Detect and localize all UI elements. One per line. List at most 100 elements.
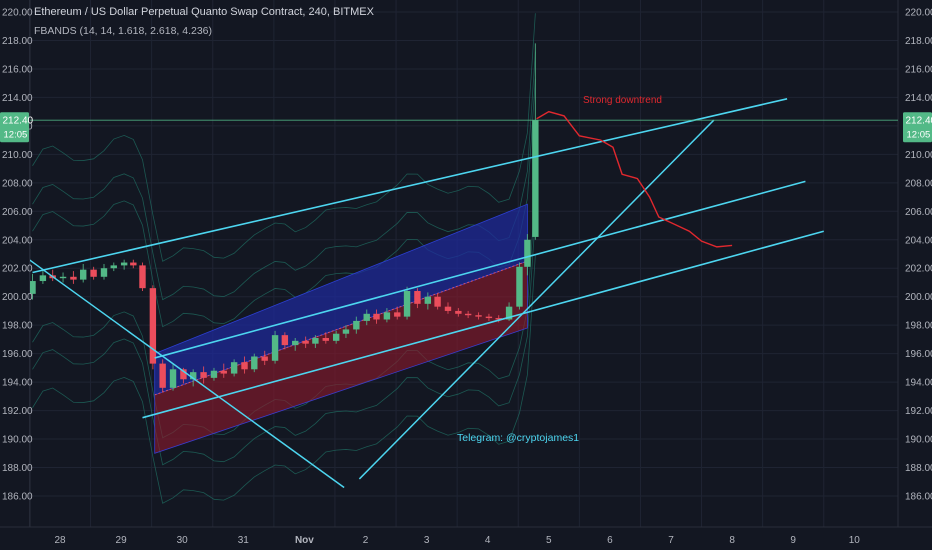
fbands-line [32, 51, 536, 301]
candle-body [230, 362, 238, 374]
annotation-telegram: Telegram: @cryptojames1 [457, 432, 579, 444]
candle [90, 266, 97, 280]
y-tick-label-left: 186.00 [2, 492, 33, 503]
price-tag-bg [903, 112, 932, 143]
y-tick-label-left: 214.00 [2, 93, 33, 104]
candle [495, 315, 502, 323]
channel-line [32, 98, 788, 274]
channel-line [142, 230, 824, 419]
y-tick-label-left: 202.00 [2, 264, 33, 275]
candle-body [394, 312, 401, 317]
candle-body [464, 313, 472, 316]
candle [424, 292, 432, 310]
x-tick-label: 9 [790, 535, 796, 546]
x-tick-label: 2 [363, 535, 369, 546]
y-tick-label-right: 210.00 [905, 150, 932, 161]
candle [210, 367, 218, 381]
candle-body [373, 313, 380, 320]
candle-body [312, 337, 319, 344]
candle [464, 310, 472, 319]
candle-body [455, 310, 462, 314]
candle [332, 330, 340, 344]
price-tag-countdown: 12:05 [4, 130, 28, 141]
y-tick-label-right: 202.00 [905, 264, 932, 275]
fbands-line [32, 255, 536, 504]
candle-body [292, 340, 299, 346]
y-tick-label-right: 214.00 [905, 93, 932, 104]
candle [524, 234, 531, 276]
y-tick-label-left: 208.00 [2, 178, 33, 189]
candle [383, 308, 391, 323]
y-tick-label-left: 192.00 [2, 406, 33, 417]
candle-body [80, 269, 87, 280]
candle [139, 262, 146, 292]
y-tick-label-left: 220.00 [2, 8, 33, 19]
y-tick-label-left: 210.00 [2, 150, 33, 161]
candle [251, 353, 258, 373]
y-tick-label-right: 186.00 [905, 492, 932, 503]
candle [130, 259, 137, 269]
trend-lines [30, 119, 715, 489]
y-tick-label-left: 206.00 [2, 207, 33, 218]
candle-body [159, 363, 166, 388]
candle-body [302, 340, 309, 344]
candle [342, 325, 350, 338]
candle-body [110, 265, 117, 269]
y-tick-label-left: 200.00 [2, 292, 33, 303]
candle [434, 293, 441, 310]
candle [516, 262, 523, 310]
candle-body [70, 276, 77, 280]
candle [159, 359, 166, 393]
trend-line [358, 119, 715, 480]
candle [322, 332, 329, 344]
candle [353, 316, 360, 334]
y-tick-label-right: 192.00 [905, 406, 932, 417]
candle-body [353, 320, 360, 330]
y-tick-label-left: 190.00 [2, 435, 33, 446]
price-tag-right: 212.40 12:05 [903, 112, 932, 143]
candle [475, 312, 482, 320]
y-tick-label-left: 196.00 [2, 349, 33, 360]
candle-body [139, 265, 146, 289]
candle-body [475, 315, 482, 317]
x-tick-label: 4 [485, 535, 491, 546]
chart-title: Ethereum / US Dollar Perpetual Quanto Sw… [34, 6, 374, 18]
x-tick-label: 3 [424, 535, 430, 546]
candle [149, 285, 157, 370]
candle-body [149, 288, 157, 364]
candle-body [200, 372, 207, 378]
candle-body [424, 296, 432, 304]
price-tag-left: 212.40 12:05 [0, 112, 34, 143]
candle [312, 335, 319, 348]
candle [80, 263, 87, 283]
candle-body [251, 356, 258, 370]
candle [414, 288, 421, 309]
price-tag-bg [0, 112, 29, 143]
y-tick-label-right: 200.00 [905, 292, 932, 303]
y-tick-label-right: 198.00 [905, 321, 932, 332]
candle [30, 273, 36, 300]
candle-body [120, 262, 128, 266]
candle [373, 309, 380, 324]
candle [485, 313, 493, 321]
y-tick-label-right: 188.00 [905, 463, 932, 474]
candle-body [342, 329, 350, 334]
candle [271, 330, 279, 364]
candle-body [210, 370, 218, 378]
candle-body [130, 262, 137, 266]
candle [241, 356, 248, 374]
candle-body [241, 362, 248, 370]
candle-body [322, 337, 329, 341]
y-tick-label-right: 208.00 [905, 178, 932, 189]
candle [100, 263, 108, 280]
candle-body [90, 269, 97, 277]
candle [261, 350, 268, 366]
price-tag-value: 212.40 [3, 116, 34, 127]
x-tick-label: 30 [177, 535, 189, 546]
candle-body [495, 318, 502, 320]
candle-body [39, 275, 47, 282]
candle [444, 302, 452, 314]
y-tick-label-right: 218.00 [905, 36, 932, 47]
channel-line [154, 180, 806, 359]
